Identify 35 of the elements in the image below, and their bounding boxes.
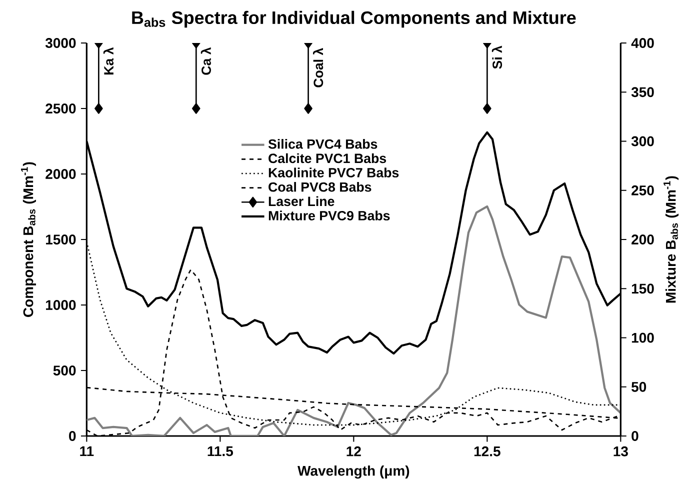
legend-label: Kaolinite PVC7 Babs	[268, 168, 399, 178]
y-tick-label: 1500	[46, 234, 76, 244]
x-tick-label: 12	[346, 446, 361, 456]
legend-label: Coal PVC8 Babs	[268, 182, 372, 192]
y2-tick-label: 300	[631, 136, 654, 146]
y2-tick-label: 400	[631, 38, 654, 48]
x-tick-label: 12.5	[474, 446, 500, 456]
y2-tick-label: 250	[632, 185, 654, 196]
y2-tick-label: 0	[632, 431, 638, 441]
y-tick-label: 2000	[46, 169, 76, 179]
legend-label: Mixture PVC9 Babs	[268, 210, 390, 220]
x-tick-label: 11.5	[208, 446, 233, 456]
y-tick-label: 1000	[46, 300, 76, 310]
legend-label: Laser Line	[268, 196, 334, 206]
y2-tick-label: 350	[631, 87, 654, 98]
chart-title: B$_{abs}$ Spectra for Individual Components and Mixture	[132, 10, 576, 28]
annotation: Coal λ	[312, 48, 324, 88]
annotation: Ca λ	[200, 47, 211, 75]
y-tick-label: 2500	[46, 104, 76, 114]
legend-label: Silica PVC4 Babs	[268, 138, 378, 149]
x-axis-title: Wavelength (μm)	[298, 465, 410, 479]
y-tick-label: 3000	[45, 38, 76, 48]
x-tick-label: 13	[614, 446, 628, 456]
y2-tick-label: 100	[632, 332, 654, 343]
y2-axis-title: Mixture B$_{abs}$ (Mm$^{-1}$)	[664, 176, 679, 303]
y2-tick-label: 200	[632, 234, 654, 244]
y-axis-title: Component B$_{abs}$ (Mm$^{-1}$)	[21, 162, 36, 317]
y2-tick-label: 150	[632, 284, 654, 294]
x-tick-label: 11	[80, 446, 94, 456]
annotation: Ka λ	[103, 47, 114, 74]
legend-label: Calcite PVC1 Babs	[268, 153, 386, 164]
y2-tick-label: 50	[632, 382, 646, 392]
y-tick-label: 0	[69, 431, 76, 441]
annotation: Si λ	[492, 46, 502, 69]
y-tick-label: 500	[53, 366, 76, 376]
